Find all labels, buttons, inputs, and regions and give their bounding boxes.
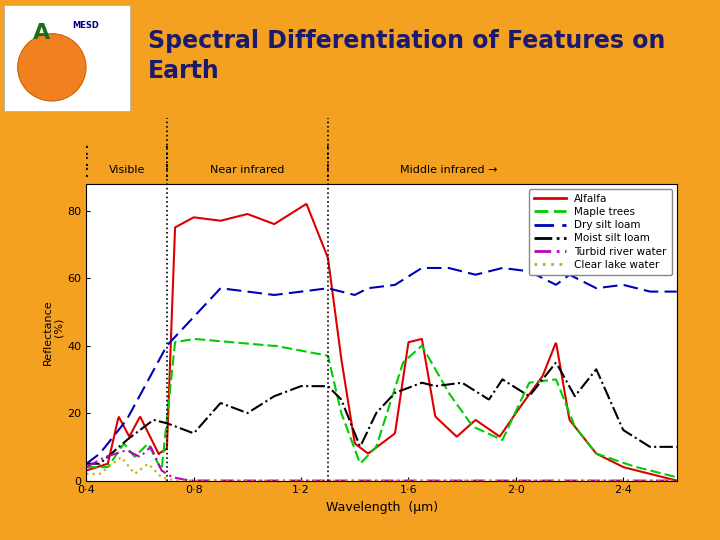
Moist silt loam	[441, 382, 449, 388]
Alfalfa	[672, 477, 681, 484]
Text: MESD: MESD	[72, 21, 99, 30]
Clear lake water	[171, 477, 179, 484]
FancyBboxPatch shape	[4, 5, 130, 111]
Dry silt loam	[459, 268, 467, 275]
Text: A: A	[33, 23, 50, 43]
Ellipse shape	[17, 33, 86, 101]
Alfalfa	[459, 428, 467, 434]
Text: :: :	[325, 141, 330, 159]
Maple trees	[190, 336, 199, 342]
Alfalfa	[82, 467, 91, 474]
Alfalfa	[441, 423, 450, 429]
Clear lake water	[592, 477, 600, 484]
Turbid river water	[118, 448, 127, 455]
Clear lake water	[117, 454, 125, 461]
Y-axis label: Reflectance
  (%): Reflectance (%)	[43, 299, 65, 365]
Dry silt loam	[591, 285, 600, 291]
Turbid river water	[146, 444, 155, 450]
Moist silt loam	[118, 441, 127, 447]
Text: Middle infrared →: Middle infrared →	[400, 165, 498, 175]
Line: Alfalfa: Alfalfa	[86, 204, 677, 481]
Text: :: :	[164, 152, 170, 170]
Moist silt loam	[82, 461, 91, 467]
Alfalfa	[531, 383, 539, 390]
Text: :: :	[84, 141, 89, 159]
Alfalfa	[118, 421, 127, 427]
Dry silt loam	[82, 461, 91, 467]
Alfalfa	[591, 449, 600, 456]
Line: Dry silt loam: Dry silt loam	[86, 268, 677, 464]
Text: :: :	[325, 163, 330, 181]
Turbid river water	[82, 464, 91, 470]
Turbid river water	[442, 477, 451, 484]
Line: Maple trees: Maple trees	[86, 339, 677, 477]
Dry silt loam	[118, 422, 127, 428]
Text: Spectral Differentiation of Features on
Earth: Spectral Differentiation of Features on …	[148, 29, 665, 83]
Text: :: :	[84, 163, 89, 181]
Line: Turbid river water: Turbid river water	[86, 447, 677, 481]
Turbid river water	[217, 477, 225, 484]
X-axis label: Wavelength  (μm): Wavelength (μm)	[325, 501, 438, 514]
Moist silt loam	[552, 360, 560, 366]
Clear lake water	[442, 477, 451, 484]
Text: :: :	[84, 152, 89, 170]
Maple trees	[441, 384, 450, 390]
Moist silt loam	[425, 381, 433, 388]
Turbid river water	[592, 477, 600, 484]
Clear lake water	[119, 456, 127, 463]
Maple trees	[531, 379, 539, 385]
Clear lake water	[672, 477, 681, 484]
Dry silt loam	[418, 265, 426, 271]
Alfalfa	[302, 201, 311, 207]
Text: Visible: Visible	[109, 165, 145, 175]
Moist silt loam	[458, 380, 467, 386]
Turbid river water	[672, 477, 681, 484]
Moist silt loam	[530, 387, 539, 393]
Line: Moist silt loam: Moist silt loam	[86, 363, 677, 464]
Text: :: :	[325, 152, 330, 170]
Alfalfa	[426, 383, 434, 389]
Maple trees	[118, 442, 127, 449]
Dry silt loam	[426, 265, 434, 271]
Clear lake water	[531, 477, 540, 484]
Text: Near infrared: Near infrared	[210, 165, 284, 175]
Maple trees	[459, 410, 467, 416]
Maple trees	[672, 474, 681, 481]
Clear lake water	[459, 477, 468, 484]
Maple trees	[82, 464, 91, 470]
Text: :: :	[164, 141, 170, 159]
Moist silt loam	[591, 367, 600, 374]
Dry silt loam	[531, 271, 539, 278]
Line: Clear lake water: Clear lake water	[86, 457, 677, 481]
Moist silt loam	[672, 444, 681, 450]
Clear lake water	[426, 477, 435, 484]
Dry silt loam	[441, 265, 450, 271]
Clear lake water	[82, 470, 91, 477]
Turbid river water	[426, 477, 435, 484]
Dry silt loam	[672, 288, 681, 295]
Turbid river water	[459, 477, 468, 484]
Turbid river water	[531, 477, 540, 484]
Maple trees	[591, 449, 600, 456]
Maple trees	[426, 357, 434, 363]
Text: :: :	[164, 163, 170, 181]
Legend: Alfalfa, Maple trees, Dry silt loam, Moist silt loam, Turbid river water, Clear : Alfalfa, Maple trees, Dry silt loam, Moi…	[529, 189, 672, 275]
